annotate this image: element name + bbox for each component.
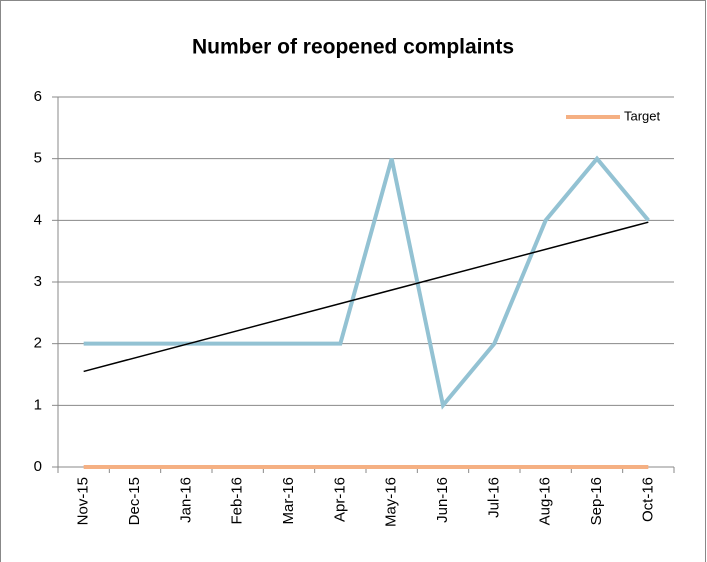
- y-tick-label: 5: [34, 150, 42, 167]
- x-tick-label: Feb-16: [229, 477, 246, 525]
- y-tick-label: 2: [34, 335, 42, 352]
- x-tick-label: Nov-15: [75, 477, 92, 525]
- chart-title: Number of reopened complaints: [192, 36, 514, 59]
- y-tick-label: 6: [34, 88, 42, 105]
- trend-line: [83, 221, 649, 373]
- legend-label: Target: [624, 108, 661, 123]
- x-tick-label: Jun-16: [434, 477, 451, 523]
- y-tick-label: 4: [34, 211, 42, 228]
- x-tick-label: Apr-16: [331, 477, 348, 522]
- y-tick-label: 0: [34, 458, 42, 475]
- x-tick-label: Mar-16: [280, 477, 297, 525]
- x-tick-label: May-16: [383, 477, 400, 527]
- x-tick-label: Jan-16: [177, 477, 194, 523]
- y-tick-label: 1: [34, 396, 42, 413]
- x-tick-label: Dec-15: [126, 477, 143, 525]
- x-tick-label: Aug-16: [537, 477, 554, 525]
- x-tick-label: Sep-16: [588, 477, 605, 525]
- y-tick-label: 3: [34, 273, 42, 290]
- x-tick-label: Jul-16: [485, 477, 502, 518]
- series-line: [83, 155, 650, 410]
- x-tick-label: Oct-16: [639, 477, 656, 522]
